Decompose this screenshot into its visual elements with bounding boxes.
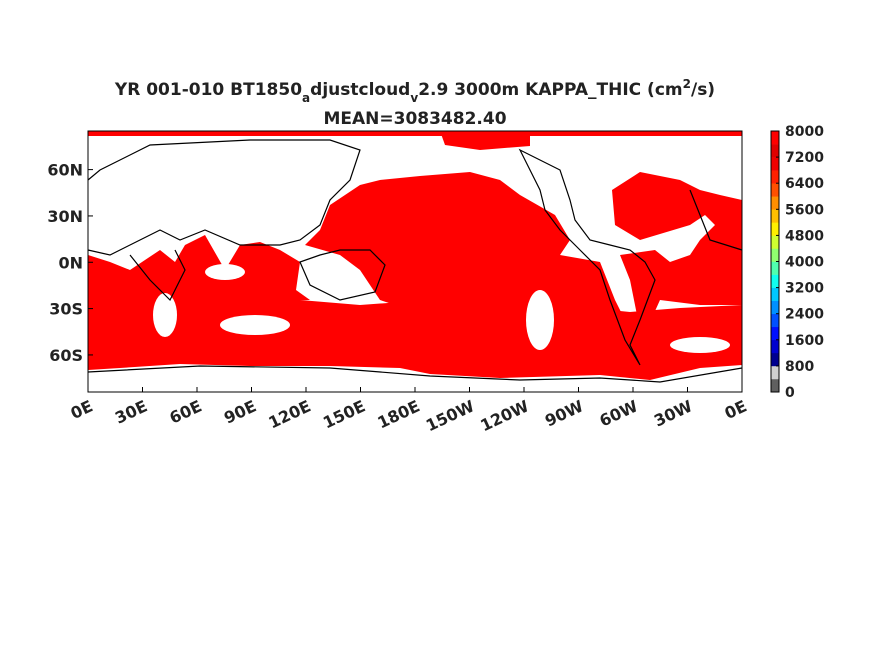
x-tick-label: 30E xyxy=(112,396,150,427)
map-title: YR 001-010 BT1850adjustcloudv2.9 3000m K… xyxy=(114,77,715,105)
x-tick-label: 120W xyxy=(477,396,532,435)
x-tick-label: 180E xyxy=(374,396,422,432)
field-hole xyxy=(153,293,177,337)
colorbar-tick-label: 5600 xyxy=(785,202,824,218)
coastline xyxy=(689,189,743,251)
colorbar-tick-label: 8000 xyxy=(785,124,824,140)
field-region xyxy=(88,131,742,136)
x-tick-label: 0E xyxy=(722,396,750,423)
colorbar-tick-label: 4800 xyxy=(785,228,824,244)
colorbar-tick-label: 0 xyxy=(785,385,795,401)
colorbar-segment xyxy=(771,274,779,288)
field-hole xyxy=(670,337,730,353)
coastline xyxy=(87,139,361,256)
title-part: YR 001-010 BT1850 xyxy=(114,80,302,100)
colorbar-segment xyxy=(771,313,779,328)
colorbar-segment xyxy=(771,235,779,249)
field-region xyxy=(612,172,742,340)
colorbar-tick-label: 7200 xyxy=(785,150,824,166)
field-holes xyxy=(153,264,730,353)
x-tick-label: 60E xyxy=(167,396,205,427)
colorbar-segment xyxy=(771,365,779,380)
y-tick-label: 30N xyxy=(47,207,83,226)
field-hole xyxy=(205,264,245,280)
colorbar-segment xyxy=(771,144,779,158)
colorbar-tick-label: 4000 xyxy=(785,255,824,271)
colorbar-tick-label: 800 xyxy=(785,359,814,375)
colorbar: 0 800 1600 2400 3200 4000 4800 5600 6400 7200 8000 xyxy=(770,124,824,401)
colorbar-segment xyxy=(771,183,779,197)
x-tick-label: 0E xyxy=(68,396,96,423)
field-region xyxy=(305,172,640,365)
colorbar-tick-label: 6400 xyxy=(785,176,824,192)
colorbar-segment xyxy=(771,261,779,275)
colorbar-segment xyxy=(771,131,779,145)
colorbar-segment xyxy=(771,209,779,223)
colorbar-segment xyxy=(771,326,779,341)
colorbar-segment xyxy=(771,248,779,262)
title-part: 2.9 3000m KAPPA_THIC (cm xyxy=(418,80,682,100)
colorbar-segment xyxy=(771,170,779,184)
y-tick-label: 0N xyxy=(58,253,83,272)
title-part: a xyxy=(302,91,310,105)
y-tick-label: 60N xyxy=(47,161,83,180)
coastline xyxy=(129,249,186,302)
title-part: djustcloud xyxy=(310,80,410,100)
colorbar-tick-label: 1600 xyxy=(785,333,824,349)
field-hole xyxy=(220,315,290,335)
colorbar-segment xyxy=(771,339,779,354)
coastline xyxy=(518,148,656,366)
ocean-field xyxy=(88,131,742,380)
y-tick-label: 30S xyxy=(49,300,83,319)
y-tick-label: 60S xyxy=(49,346,83,365)
title-part: v xyxy=(410,91,418,105)
field-region xyxy=(88,235,310,305)
colorbar-segment xyxy=(771,222,779,236)
colorbar-segment xyxy=(771,378,779,393)
colorbar-tick-label: 2400 xyxy=(785,307,824,323)
x-tick-label: 90E xyxy=(221,396,259,427)
colorbar-segment xyxy=(771,196,779,210)
coastlines xyxy=(87,139,743,383)
x-tick-label: 30W xyxy=(651,396,696,430)
colorbar-segment xyxy=(771,300,779,314)
x-tick-label: 60W xyxy=(596,396,641,430)
x-tick-label: 150E xyxy=(320,396,368,432)
title-part: /s) xyxy=(691,80,715,100)
colorbar-segment xyxy=(771,287,779,301)
x-tick-label: 90W xyxy=(542,396,587,430)
coastline xyxy=(299,249,386,301)
map-subtitle: MEAN=3083482.40 xyxy=(323,109,506,129)
x-tick-label: 150W xyxy=(423,396,478,435)
colorbar-segment xyxy=(771,352,779,367)
coastline xyxy=(87,365,743,383)
title-part: 2 xyxy=(683,77,691,91)
colorbar-tick-label: 3200 xyxy=(785,281,824,297)
x-tick-label: 120E xyxy=(265,396,313,432)
colorbar-segment xyxy=(771,157,779,171)
field-hole xyxy=(526,290,554,350)
